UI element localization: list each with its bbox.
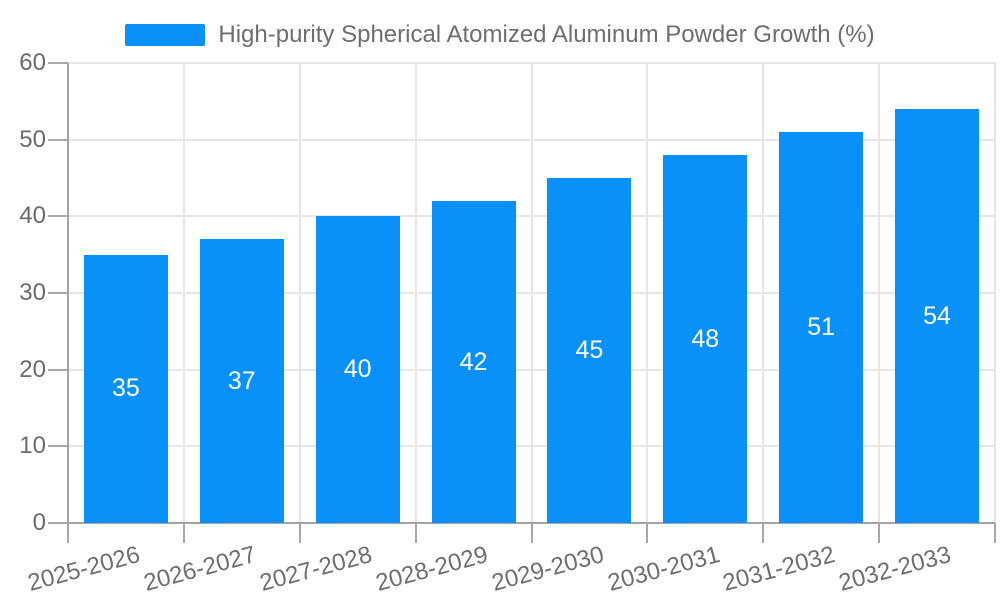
y-axis-tick (48, 138, 68, 141)
bar-text: 54 (923, 301, 951, 330)
y-axis-tick-label: 50 (19, 125, 46, 153)
y-axis-tick (48, 522, 68, 524)
bar[interactable]: 37 (199, 239, 284, 523)
bar-text: 35 (112, 374, 140, 403)
x-axis-tick (298, 523, 301, 543)
x-grid-line (530, 63, 533, 523)
legend[interactable]: High-purity Spherical Atomized Aluminum … (0, 21, 1000, 49)
bar-text: 40 (343, 355, 372, 384)
x-axis-tick-label: 2032-2033 (836, 541, 955, 597)
bar[interactable]: 51 (779, 132, 864, 523)
x-axis-tick (414, 523, 417, 543)
bar[interactable]: 40 (315, 216, 400, 523)
y-axis-tick-label: 60 (19, 49, 46, 76)
y-axis-tick (48, 62, 68, 64)
x-axis-tick (994, 523, 996, 543)
x-grid-line (762, 63, 765, 523)
x-axis-tick-label: 2028-2029 (372, 541, 491, 597)
x-axis-tick-label: 2029-2030 (488, 541, 607, 597)
bar-text: 48 (691, 324, 720, 353)
x-axis-tick (646, 523, 649, 543)
y-axis-tick (48, 368, 68, 371)
x-axis-tick-label: 2027-2028 (256, 541, 375, 597)
x-grid-line (298, 63, 301, 523)
x-grid-line (182, 63, 185, 523)
x-axis-tick-label: 2025-2026 (25, 541, 143, 597)
bar-text: 51 (807, 313, 836, 341)
bar[interactable]: 42 (431, 201, 516, 523)
y-axis-tick (48, 292, 68, 294)
bar-text: 37 (227, 366, 256, 395)
y-axis-tick (48, 445, 68, 448)
y-axis-tick-label: 0 (32, 509, 46, 536)
x-axis-tick (182, 523, 185, 543)
legend-swatch-icon (125, 24, 206, 46)
x-axis-tick (530, 523, 533, 543)
y-axis-tick-label: 10 (19, 432, 46, 460)
x-axis-tick-label: 2026-2027 (140, 541, 259, 597)
x-axis-tick-label: 2031-2032 (720, 541, 839, 597)
x-grid-line (414, 63, 417, 523)
bar[interactable]: 35 (83, 254, 168, 523)
bar-text: 45 (575, 336, 604, 364)
x-grid-line (646, 63, 649, 523)
x-grid-line (878, 63, 881, 523)
x-axis-tick (67, 523, 69, 543)
bar[interactable]: 48 (663, 155, 748, 523)
x-grid-line (994, 63, 996, 523)
x-axis-tick (762, 523, 765, 543)
y-axis-line (67, 63, 69, 523)
y-axis-tick-label: 40 (19, 202, 46, 230)
legend-label: High-purity Spherical Atomized Aluminum … (218, 21, 875, 48)
y-axis-tick-label: 30 (19, 279, 46, 306)
x-axis-tick-label: 2030-2031 (604, 541, 723, 597)
bar-text: 42 (459, 347, 488, 376)
bar[interactable]: 45 (547, 178, 632, 523)
bar[interactable]: 54 (895, 109, 980, 523)
y-axis-tick (48, 215, 68, 218)
x-axis-tick (878, 523, 881, 543)
y-axis-tick-label: 20 (19, 355, 46, 383)
x-axis-line (68, 522, 995, 524)
